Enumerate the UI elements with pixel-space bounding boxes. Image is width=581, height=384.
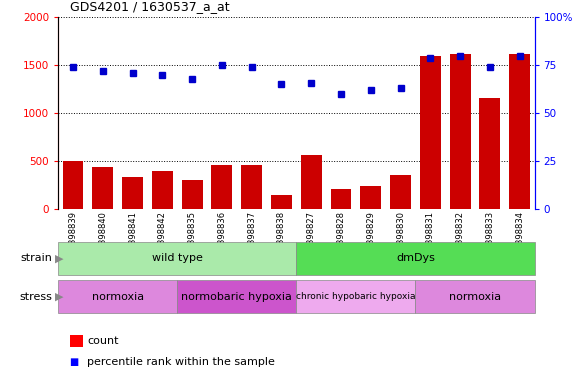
Bar — [241, 165, 262, 209]
Bar — [415, 280, 535, 313]
Bar — [58, 242, 296, 275]
Bar — [420, 56, 441, 209]
Bar — [479, 98, 500, 209]
Bar — [271, 195, 292, 209]
Bar — [122, 177, 143, 209]
Text: percentile rank within the sample: percentile rank within the sample — [87, 357, 275, 367]
Text: stress: stress — [19, 291, 52, 302]
Text: ■: ■ — [69, 357, 78, 367]
Bar — [182, 180, 203, 209]
Text: ▶: ▶ — [55, 253, 64, 263]
Text: wild type: wild type — [152, 253, 203, 263]
Bar — [331, 189, 352, 209]
Text: chronic hypobaric hypoxia: chronic hypobaric hypoxia — [296, 292, 415, 301]
Bar — [92, 167, 113, 209]
Bar — [296, 242, 535, 275]
Text: normobaric hypoxia: normobaric hypoxia — [181, 291, 292, 302]
Bar — [450, 54, 471, 209]
Bar — [360, 186, 381, 209]
Bar — [152, 171, 173, 209]
Bar — [509, 54, 530, 209]
Text: strain: strain — [20, 253, 52, 263]
Text: normoxia: normoxia — [92, 291, 144, 302]
Text: dmDys: dmDys — [396, 253, 435, 263]
Bar — [63, 161, 84, 209]
Bar — [211, 165, 232, 209]
Text: ▶: ▶ — [55, 291, 64, 302]
Bar — [301, 155, 322, 209]
Text: count: count — [87, 336, 119, 346]
Text: GDS4201 / 1630537_a_at: GDS4201 / 1630537_a_at — [70, 0, 229, 13]
Bar — [390, 175, 411, 209]
Bar — [177, 280, 296, 313]
Bar — [58, 280, 177, 313]
Text: normoxia: normoxia — [449, 291, 501, 302]
Bar — [296, 280, 415, 313]
